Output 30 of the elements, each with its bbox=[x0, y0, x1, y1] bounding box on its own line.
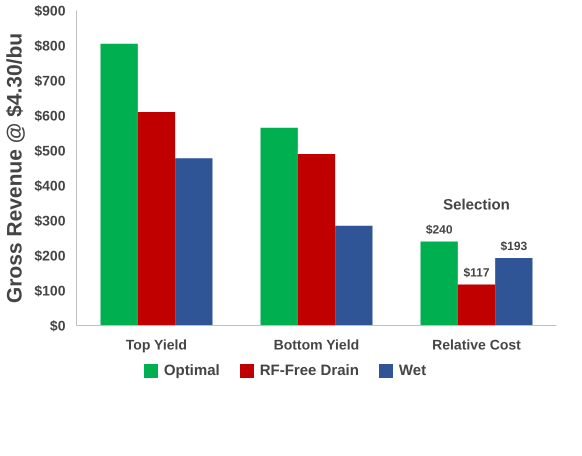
data-label: $117 bbox=[463, 266, 490, 280]
data-label: $193 bbox=[500, 238, 528, 253]
y-tick-label: $100 bbox=[34, 282, 66, 298]
legend-label: RF-Free Drain bbox=[258, 361, 359, 381]
bar bbox=[175, 158, 212, 326]
legend-label: Optimal bbox=[162, 361, 220, 381]
bar bbox=[458, 284, 496, 326]
bar bbox=[298, 154, 336, 326]
y-tick-label: $200 bbox=[34, 248, 66, 264]
x-tick-label: Top Yield bbox=[126, 336, 187, 352]
x-tick-label: Bottom Yield bbox=[274, 336, 360, 352]
legend-label: Wet bbox=[398, 361, 426, 381]
bar bbox=[260, 128, 298, 326]
y-axis-title: Gross Revenue @ $4.30/bu bbox=[3, 32, 26, 304]
x-tick-label: Relative Cost bbox=[432, 336, 522, 352]
bar bbox=[495, 258, 532, 326]
y-tick-label: $300 bbox=[34, 212, 66, 228]
y-tick-label: $400 bbox=[34, 178, 66, 194]
y-tick-label: $900 bbox=[34, 2, 66, 18]
bar bbox=[335, 226, 372, 326]
bar bbox=[420, 242, 458, 326]
data-label: $240 bbox=[426, 222, 453, 236]
y-tick-label: $800 bbox=[34, 38, 66, 54]
y-tick-label: $600 bbox=[34, 108, 66, 124]
bar bbox=[138, 112, 176, 326]
y-tick-label: $700 bbox=[34, 72, 66, 88]
y-tick-label: $0 bbox=[50, 318, 66, 334]
annotation: Selection bbox=[443, 196, 510, 214]
y-tick-label: $500 bbox=[34, 142, 66, 158]
bar bbox=[100, 44, 138, 326]
